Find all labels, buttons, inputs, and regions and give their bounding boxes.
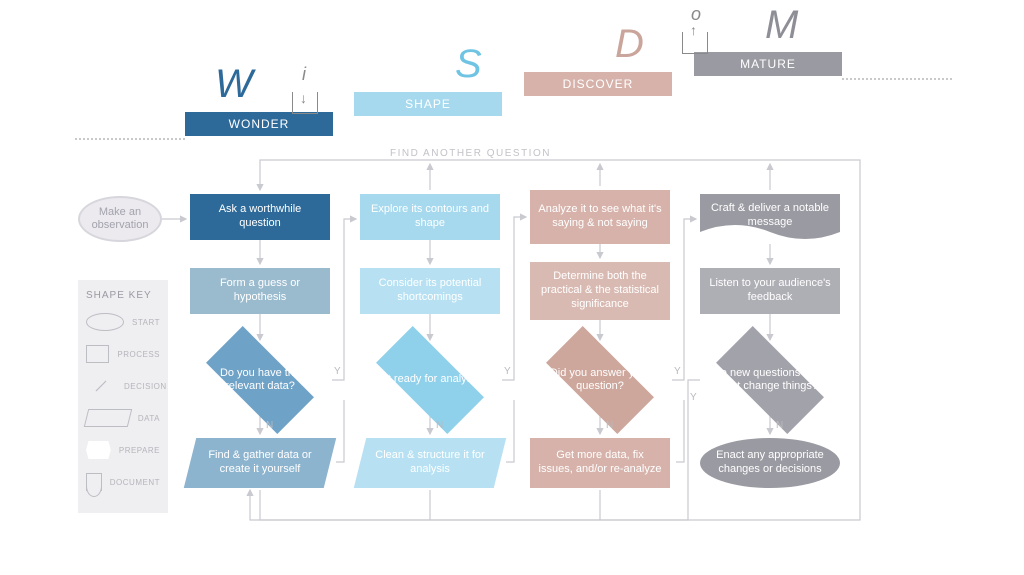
shape-process-2-label: Consider its potential shortcomings bbox=[368, 277, 492, 305]
key-shape-process bbox=[86, 345, 109, 363]
discover-process-1: Analyze it to see what it's saying & not… bbox=[530, 190, 670, 244]
shape-key-panel: SHAPE KEY START PROCESS DECISION DATA PREPAR… bbox=[78, 280, 168, 513]
wonder-data: Find & gather data or create it yourself bbox=[190, 438, 330, 488]
mature-process-2: Listen to your audience's feedback bbox=[700, 268, 840, 314]
shape-no: N bbox=[436, 420, 443, 431]
key-label-document: DOCUMENT bbox=[110, 478, 160, 487]
key-label-start: START bbox=[132, 318, 160, 327]
key-label-prepare: PREPARE bbox=[119, 446, 160, 455]
discover-process-2: Determine both the practical & the stati… bbox=[530, 262, 670, 320]
key-row-decision: DECISION bbox=[86, 373, 160, 399]
shape-data: Clean & structure it for analysis bbox=[360, 438, 500, 488]
mature-end: Enact any appropriate changes or decisio… bbox=[700, 438, 840, 488]
loop-label: FIND ANOTHER QUESTION bbox=[390, 148, 551, 159]
discover-process-2-label: Determine both the practical & the stati… bbox=[538, 270, 662, 311]
key-row-process: PROCESS bbox=[86, 341, 160, 367]
mature-document: Craft & deliver a notable message bbox=[700, 194, 840, 240]
discover-process-1-label: Analyze it to see what it's saying & not… bbox=[538, 203, 662, 231]
shape-process-1: Explore its contours and shape bbox=[360, 194, 500, 240]
key-row-data: DATA bbox=[86, 405, 160, 431]
key-shape-data bbox=[84, 409, 132, 427]
mature-process-2-label: Listen to your audience's feedback bbox=[708, 277, 832, 305]
input-icon-arrow: ↓ bbox=[300, 90, 307, 106]
key-label-data: DATA bbox=[138, 414, 160, 423]
wonder-data-label: Find & gather data or create it yourself bbox=[190, 449, 330, 477]
key-row-document: DOCUMENT bbox=[86, 469, 160, 495]
input-icon-letter: i bbox=[302, 64, 306, 85]
discover-yes: Y bbox=[674, 366, 681, 377]
stage-letter-wonder: W bbox=[215, 62, 253, 107]
discover-no: N bbox=[606, 420, 613, 431]
mature-no: N bbox=[776, 420, 783, 431]
shape-key-title: SHAPE KEY bbox=[86, 290, 160, 301]
discover-data: Get more data, fix issues, and/or re-ana… bbox=[530, 438, 670, 488]
wonder-decision-label: Do you have the relevant data? bbox=[190, 367, 330, 393]
dotted-line-right bbox=[842, 78, 952, 80]
discover-decision-label: Did you answer your question? bbox=[530, 367, 670, 393]
key-label-decision: DECISION bbox=[124, 382, 167, 391]
key-row-start: START bbox=[86, 309, 160, 335]
mature-decision: Do new questions arise that change thing… bbox=[700, 344, 840, 416]
key-shape-document bbox=[86, 473, 102, 491]
key-label-process: PROCESS bbox=[117, 350, 160, 359]
key-shape-start bbox=[86, 313, 124, 331]
stage-letter-discover: D bbox=[615, 22, 644, 67]
wonder-no: N bbox=[266, 420, 273, 431]
key-row-prepare: PREPARE bbox=[86, 437, 160, 463]
stage-bar-discover: DISCOVER bbox=[524, 72, 672, 96]
shape-process-2: Consider its potential shortcomings bbox=[360, 268, 500, 314]
wonder-process-1-label: Ask a worthwhile question bbox=[198, 203, 322, 231]
dotted-line-left bbox=[75, 138, 185, 140]
shape-decision: Is it ready for analysis? bbox=[360, 344, 500, 416]
stage-letter-mature: M bbox=[765, 3, 798, 48]
shape-process-1-label: Explore its contours and shape bbox=[368, 203, 492, 231]
mature-end-label: Enact any appropriate changes or decisio… bbox=[714, 449, 826, 477]
wonder-process-1: Ask a worthwhile question bbox=[190, 194, 330, 240]
key-shape-prepare bbox=[86, 441, 111, 459]
mature-document-label: Craft & deliver a notable message bbox=[700, 194, 840, 230]
stage-bar-wonder: WONDER bbox=[185, 112, 333, 136]
shape-yes: Y bbox=[504, 366, 511, 377]
output-icon-arrow: ↑ bbox=[690, 22, 697, 38]
key-shape-decision bbox=[96, 381, 107, 392]
mature-yes: Y bbox=[690, 392, 697, 403]
shape-decision-label: Is it ready for analysis? bbox=[362, 373, 499, 386]
mature-decision-label: Do new questions arise that change thing… bbox=[700, 367, 840, 393]
shape-data-label: Clean & structure it for analysis bbox=[360, 449, 500, 477]
stage-letter-shape: S bbox=[455, 42, 482, 87]
wonder-decision: Do you have the relevant data? bbox=[190, 344, 330, 416]
discover-data-label: Get more data, fix issues, and/or re-ana… bbox=[538, 449, 662, 477]
stage-bar-shape: SHAPE bbox=[354, 92, 502, 116]
wonder-process-2: Form a guess or hypothesis bbox=[190, 268, 330, 314]
stage-bar-mature: MATURE bbox=[694, 52, 842, 76]
discover-decision: Did you answer your question? bbox=[530, 344, 670, 416]
wonder-process-2-label: Form a guess or hypothesis bbox=[198, 277, 322, 305]
start-node-label: Make an observation bbox=[80, 206, 160, 232]
wonder-yes: Y bbox=[334, 366, 341, 377]
start-node: Make an observation bbox=[78, 196, 162, 242]
